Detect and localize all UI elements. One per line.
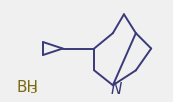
Text: N: N	[110, 82, 122, 97]
Text: 3: 3	[29, 85, 37, 95]
Text: BH: BH	[17, 80, 39, 95]
